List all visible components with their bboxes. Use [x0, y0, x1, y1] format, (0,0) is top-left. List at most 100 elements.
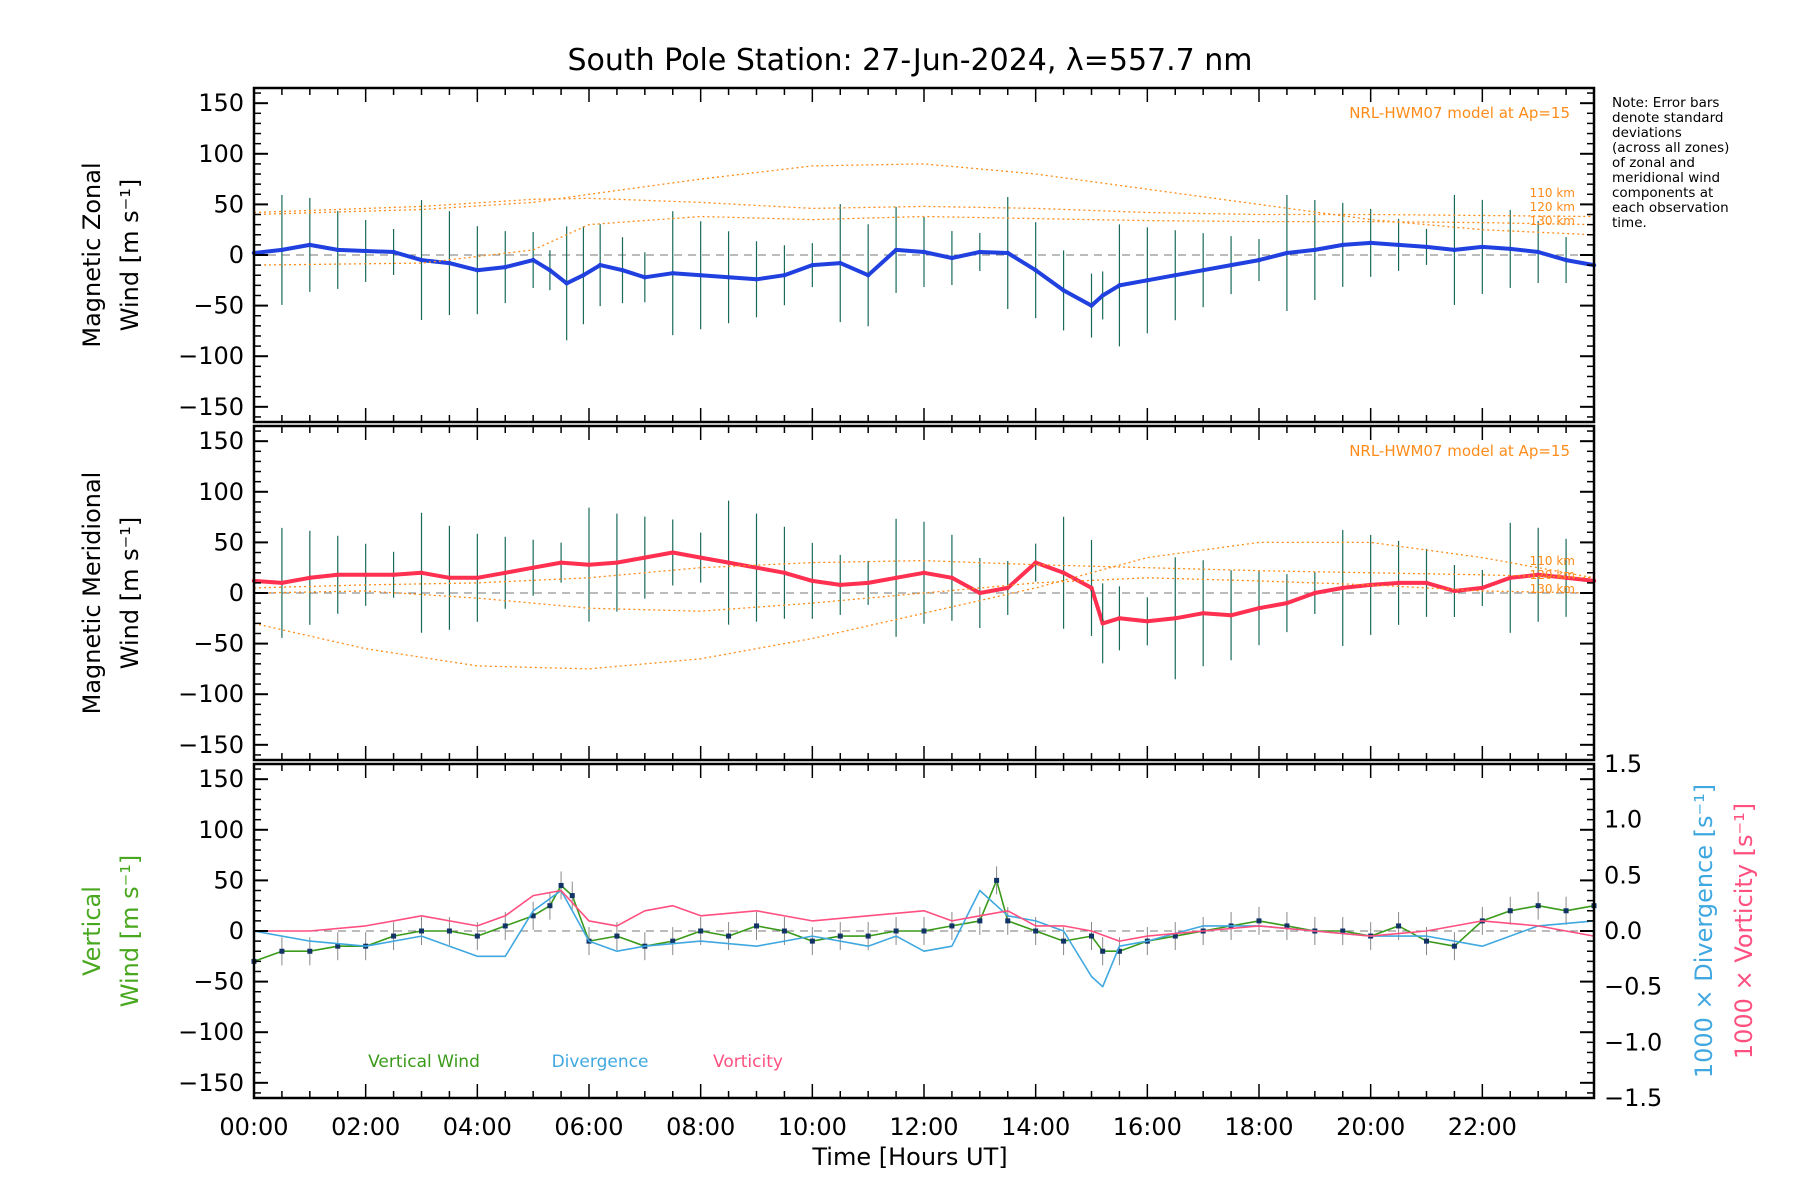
y-tick-label: 50 — [213, 866, 244, 894]
y2-axis-label-vorticity: 1000 × Vorticity [s⁻¹] — [1730, 803, 1758, 1059]
data-point — [474, 933, 480, 939]
data-point — [502, 923, 508, 929]
data-point — [614, 933, 620, 939]
note-line: denote standard — [1612, 110, 1724, 126]
data-point — [865, 933, 871, 939]
x-tick-label: 18:00 — [1224, 1113, 1293, 1141]
altitude-label: 130 km — [1530, 582, 1575, 596]
data-point — [558, 882, 564, 888]
data-point — [307, 948, 313, 954]
data-point — [363, 572, 368, 577]
data-point — [1508, 575, 1513, 581]
panel-3: 150 100 50 0 −50 −100 −150 Vertical Wind [m s⁻¹]… — [78, 750, 1758, 1112]
data-point — [838, 260, 843, 266]
note-line: deviations — [1612, 125, 1682, 141]
data-point — [547, 903, 553, 909]
data-point — [1480, 244, 1485, 250]
data-point — [698, 273, 703, 278]
data-point — [564, 281, 569, 286]
note-line: of zonal and — [1612, 155, 1695, 171]
data-point — [1424, 580, 1429, 586]
y-axis-label-line2: Wind [m s⁻¹] — [116, 179, 144, 331]
data-point — [419, 928, 424, 934]
data-point — [670, 550, 675, 555]
y-tick-label: 50 — [213, 190, 244, 218]
note-line: (across all zones) — [1612, 140, 1730, 156]
data-point — [809, 938, 815, 944]
data-point — [893, 928, 899, 934]
legend-entry: Vertical Wind — [368, 1052, 480, 1072]
y-axis-label-line1: Magnetic Zonal — [78, 162, 106, 347]
data-point — [1535, 249, 1541, 255]
data-point — [1284, 600, 1290, 606]
series-line-model-120-km — [253, 559, 1595, 589]
data-point — [754, 565, 759, 570]
data-point — [1396, 580, 1401, 586]
data-point — [1284, 250, 1290, 256]
data-point — [1200, 611, 1206, 616]
data-point — [782, 273, 787, 278]
y-tick-label: −100 — [178, 342, 244, 370]
data-point — [1396, 923, 1402, 929]
data-point — [838, 582, 843, 588]
altitude-label: 120 km — [1530, 568, 1575, 582]
data-point — [670, 271, 675, 276]
note-line: each observation — [1612, 200, 1729, 216]
y-tick-label: −50 — [193, 630, 244, 658]
y-axis-label-line1: Magnetic Meridional — [78, 472, 106, 715]
data-point — [530, 565, 536, 570]
data-point — [307, 575, 313, 581]
data-point — [865, 580, 871, 586]
x-tick-label: 22:00 — [1448, 1113, 1517, 1141]
y2-tick-label: −1.5 — [1604, 1084, 1662, 1112]
y-tick-label: −50 — [193, 968, 244, 996]
data-point — [698, 555, 703, 560]
data-point — [1005, 585, 1010, 591]
y-tick-label: −150 — [178, 1069, 244, 1097]
data-point — [447, 575, 452, 581]
y-tick-label: 0 — [229, 917, 244, 945]
y-tick-label: −150 — [178, 393, 244, 421]
data-point — [1451, 943, 1457, 949]
data-point — [279, 247, 285, 253]
data-point — [1089, 933, 1094, 939]
data-point — [698, 928, 704, 934]
y-tick-label: −100 — [178, 680, 244, 708]
x-tick-label: 14:00 — [1001, 1113, 1070, 1141]
data-point — [810, 578, 815, 584]
data-point — [581, 273, 586, 278]
data-point — [419, 570, 424, 575]
data-point — [446, 928, 452, 934]
x-axis-label: Time [Hours UT] — [811, 1143, 1007, 1171]
data-point — [949, 255, 955, 261]
panels-group: 150 100 50 0 −50 −100 −150 Magnetic Zonal Wind [… — [78, 86, 1758, 1141]
data-point — [893, 575, 899, 581]
x-tick-label: 04:00 — [443, 1113, 512, 1141]
data-point — [921, 928, 927, 934]
data-point — [558, 560, 564, 565]
data-point — [1535, 903, 1541, 909]
legend-entry: Vorticity — [713, 1052, 783, 1072]
data-point — [391, 249, 396, 255]
y2-tick-label: 1.0 — [1604, 806, 1642, 834]
chart-title: South Pole Station: 27-Jun-2024, λ=557.7… — [567, 43, 1252, 78]
series-line-model-130-km — [253, 577, 1595, 612]
data-point — [1452, 247, 1457, 253]
data-point — [1424, 244, 1429, 250]
x-tick-label: 20:00 — [1336, 1113, 1405, 1141]
data-point — [1228, 613, 1234, 618]
data-point — [335, 247, 340, 253]
data-point — [893, 247, 899, 253]
data-point — [949, 575, 955, 581]
y2-tick-label: 0.0 — [1604, 917, 1642, 945]
y-axis-label-line2: Wind [m s⁻¹] — [116, 855, 144, 1007]
x-tick-label: 02:00 — [331, 1113, 400, 1141]
y-tick-label: 50 — [213, 528, 244, 556]
data-point — [391, 933, 397, 939]
data-point — [1145, 278, 1150, 283]
y2-axis-label-divergence: 1000 × Divergence [s⁻¹] — [1690, 784, 1718, 1078]
data-point — [726, 933, 732, 939]
data-point — [1145, 619, 1150, 624]
data-point — [726, 560, 731, 565]
